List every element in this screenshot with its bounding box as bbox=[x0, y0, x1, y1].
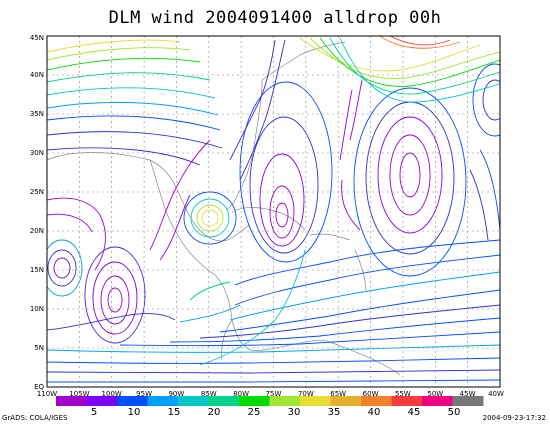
streamlines bbox=[47, 36, 500, 383]
map-frame bbox=[46, 35, 501, 388]
y-tick-label: 25N bbox=[30, 188, 44, 196]
colorbar-swatch bbox=[239, 396, 270, 406]
colorbar-label: 50 bbox=[448, 407, 461, 418]
y-tick-label: 20N bbox=[30, 227, 44, 235]
x-tick-label: 60W bbox=[363, 390, 379, 398]
x-tick-label: 80W bbox=[233, 390, 249, 398]
colorbar-label: 5 bbox=[91, 407, 97, 418]
x-tick-label: 70W bbox=[298, 390, 314, 398]
colorbar-label: 45 bbox=[408, 407, 421, 418]
colorbar-label: 10 bbox=[128, 407, 141, 418]
colorbar-swatch bbox=[422, 396, 453, 406]
x-tick-label: 105W bbox=[69, 390, 89, 398]
colorbar-swatch bbox=[147, 396, 179, 406]
colorbar-swatch bbox=[208, 396, 240, 406]
y-tick-label: 30N bbox=[30, 149, 44, 157]
footer-credit: GrADS: COLA/IGES bbox=[2, 414, 68, 422]
colorbar-label: 40 bbox=[368, 407, 381, 418]
y-axis-ticks: EQ 5N 10N 15N 20N 25N 30N 35N 40N 45N bbox=[30, 34, 45, 391]
colorbar-label: 35 bbox=[328, 407, 341, 418]
x-tick-label: 90W bbox=[168, 390, 184, 398]
colorbar-label: 15 bbox=[168, 407, 181, 418]
map-title: DLM wind 2004091400 alldrop 00h bbox=[108, 8, 442, 28]
x-tick-label: 55W bbox=[395, 390, 411, 398]
colorbar-label: 25 bbox=[248, 407, 261, 418]
y-tick-label: 35N bbox=[30, 110, 44, 118]
colorbar-swatch bbox=[56, 396, 87, 406]
colorbar-swatch bbox=[86, 396, 118, 406]
y-tick-label: 5N bbox=[34, 344, 44, 352]
colorbar-swatch bbox=[361, 396, 392, 406]
colorbar-swatch bbox=[330, 396, 362, 406]
colorbar-label: 30 bbox=[288, 407, 301, 418]
colorbar-swatch bbox=[269, 396, 301, 406]
y-tick-label: 40N bbox=[30, 71, 44, 79]
x-tick-label: 40W bbox=[488, 390, 504, 398]
colorbar-labels: 5 10 15 20 25 30 35 40 45 50 bbox=[91, 407, 461, 418]
colorbar-swatch bbox=[178, 396, 209, 406]
colorbar-swatch bbox=[391, 396, 423, 406]
x-tick-label: 95W bbox=[136, 390, 152, 398]
x-tick-label: 75W bbox=[266, 390, 282, 398]
x-tick-label: 85W bbox=[201, 390, 217, 398]
grid bbox=[47, 36, 500, 387]
y-tick-label: 45N bbox=[30, 34, 44, 42]
colorbar-label: 20 bbox=[208, 407, 221, 418]
y-tick-label: 10N bbox=[30, 305, 44, 313]
colorbar-swatch bbox=[452, 396, 484, 406]
x-tick-label: 45W bbox=[460, 390, 476, 398]
y-tick-label: EQ bbox=[34, 383, 44, 391]
colorbar-swatch bbox=[117, 396, 148, 406]
x-tick-label: 100W bbox=[102, 390, 122, 398]
colorbar bbox=[56, 396, 484, 406]
colorbar-swatch bbox=[300, 396, 331, 406]
footer-timestamp: 2004-09-23-17:32 bbox=[482, 414, 546, 422]
y-tick-label: 15N bbox=[30, 266, 44, 274]
x-tick-label: 50W bbox=[427, 390, 443, 398]
x-tick-label: 110W bbox=[37, 390, 57, 398]
x-axis-ticks: 110W 105W 100W 95W 90W 85W 80W 75W 70W 6… bbox=[37, 390, 504, 398]
x-tick-label: 65W bbox=[330, 390, 346, 398]
